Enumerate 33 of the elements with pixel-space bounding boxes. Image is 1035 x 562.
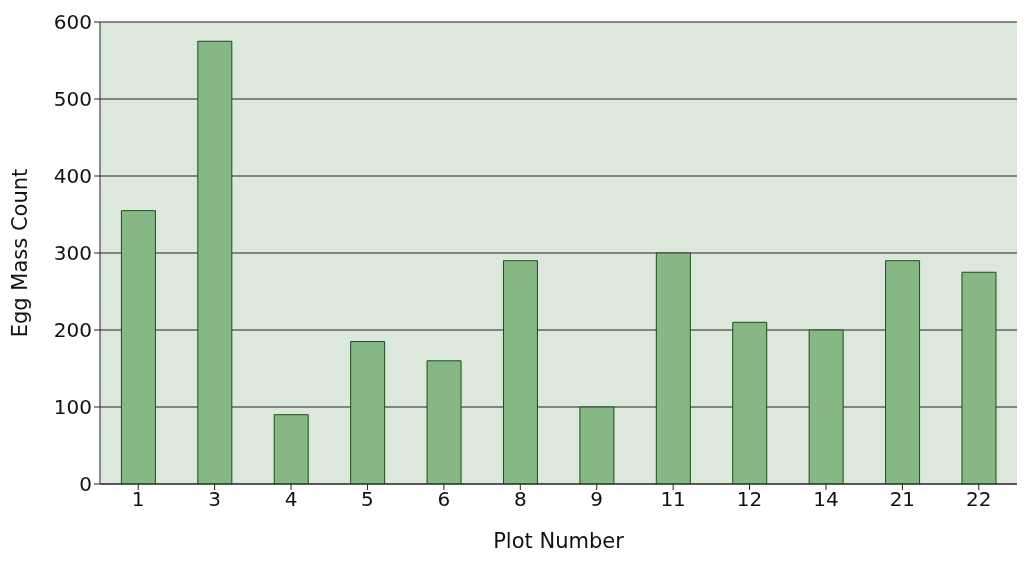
x-tick-label: 1 [131, 487, 145, 512]
bar [502, 260, 538, 484]
x-tick-label: 12 [736, 487, 763, 512]
bar [350, 341, 386, 484]
y-tick-label: 300 [53, 241, 92, 266]
y-axis-title: Egg Mass Count [8, 168, 33, 338]
y-tick-label: 0 [79, 472, 92, 497]
y-tick-label: 600 [53, 10, 92, 35]
x-tick-label: 22 [966, 487, 992, 512]
bar [655, 252, 691, 484]
bar [808, 329, 844, 484]
bar [273, 414, 309, 484]
bar [732, 321, 768, 484]
y-tick-label: 500 [53, 87, 92, 112]
x-tick-label: 9 [590, 487, 604, 512]
x-tick-label: 6 [437, 487, 451, 512]
y-tick-label: 100 [53, 395, 92, 420]
x-tick-label: 3 [208, 487, 221, 512]
x-tick-label: 14 [813, 487, 839, 512]
bar [120, 210, 156, 484]
x-tick-label: 21 [889, 487, 916, 512]
bar [961, 271, 997, 484]
x-tick-label: 11 [660, 487, 686, 512]
bar [197, 40, 233, 484]
bar [426, 360, 462, 484]
x-tick-label: 5 [361, 487, 374, 512]
x-axis-title: Plot Number [493, 529, 625, 553]
bar [885, 260, 921, 484]
x-tick-label: 8 [513, 487, 527, 512]
bar [579, 406, 615, 484]
x-tick-label: 4 [284, 487, 298, 512]
y-tick-label: 400 [53, 164, 92, 189]
y-tick-label: 200 [53, 318, 92, 343]
